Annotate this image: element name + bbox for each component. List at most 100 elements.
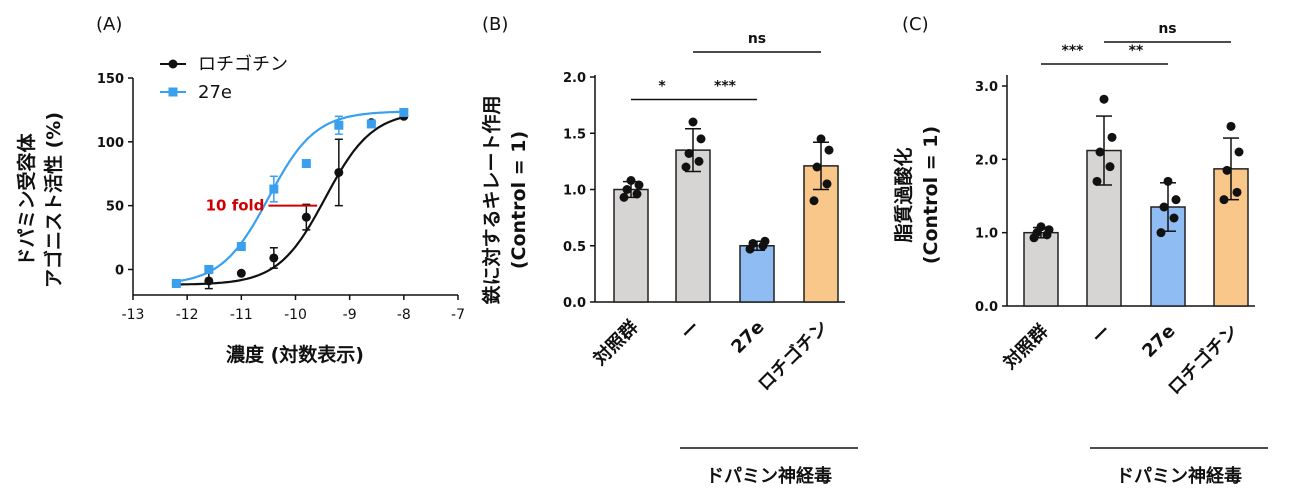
rotigotine-data-point [236,268,246,278]
replicate-point [626,176,636,185]
x-category-label: 対照群 [998,320,1052,374]
replicate-point [694,156,704,166]
replicate-point [1044,225,1054,235]
y-tick-label: 1.0 [975,227,998,242]
x-tick-label: -7 [451,307,465,323]
replicate-point [1107,132,1117,142]
replicate-point [1159,202,1169,212]
significance-label: * [658,79,666,95]
significance-label: ns [748,31,766,47]
bar [739,245,775,303]
panel-a-label: (A) [96,14,122,35]
y-tick-label: 150 [97,72,124,87]
replicate-point [822,179,832,189]
panel-a-x-ticks: -13 -12 -11 -10 -9 -8 -7 [122,295,465,323]
panel-a-data-points [171,107,409,290]
27e-data-point [269,184,279,194]
x-tick-label: -8 [397,307,411,323]
panel-b-y-ticks: 0.0 0.5 1.0 1.5 2.0 [563,71,595,311]
replicate-point [1095,147,1105,157]
bar [675,149,711,303]
replicate-point [1171,195,1181,205]
panel-c-y-ticks: 0.0 1.0 2.0 3.0 [975,80,1007,315]
27e-data-point [399,107,409,117]
x-tick-label: -13 [122,307,145,323]
significance-label: *** [1062,43,1085,59]
replicate-point [1219,195,1229,205]
panel-c-lipid-peroxidation-chart: (C) 脂質過酸化 (Control = 1) 0.01.02.03.0 ***… [892,14,1268,487]
replicate-point [1099,94,1109,104]
x-category-label: ー [1088,321,1116,349]
27e-data-point [204,264,214,274]
replicate-point [1036,222,1046,232]
legend-marker-rotigotine [168,59,178,69]
replicate-point [688,117,698,127]
rotigotine-data-point [334,167,344,177]
replicate-point [1163,176,1173,186]
replicate-point [812,162,822,172]
replicate-point [1105,162,1115,172]
replicate-point [622,185,632,194]
x-tick-label: -11 [230,307,253,323]
panel-b-label: (B) [482,14,508,35]
rotigotine-data-point [301,212,311,222]
panel-c-significance: *** **ns [1041,21,1231,65]
panel-a-ylabel-line1: ドパミン受容体 [15,133,38,267]
bar [613,188,649,303]
rotigotine-fit-curve [176,116,405,286]
panel-b-bars [613,117,839,303]
replicate-point [748,239,758,248]
significance-label: ** [1129,43,1144,59]
panel-b-ylabel-line2: (Control = 1) [508,131,530,269]
significance-label: *** [714,79,737,95]
y-tick-label: 0.5 [563,240,586,255]
x-tick-label: -9 [343,307,357,323]
y-tick-label: 50 [106,200,124,215]
legend-label-rotigotine: ロチゴチン [198,54,288,75]
legend-label-27e: 27e [198,82,232,103]
replicate-point [696,134,706,144]
panel-c-group-label: ドパミン神経毒 [1116,465,1242,487]
replicate-point [809,196,819,206]
y-tick-label: 0.0 [975,300,998,315]
panel-c-x-labels: 対照群ー 27eロチゴチン [998,320,1242,399]
replicate-point [816,134,826,144]
panel-c-ylabel-line2: (Control = 1) [920,126,942,264]
27e-fit-curve [176,110,404,283]
27e-data-point [236,241,246,251]
27e-data-point [301,159,311,169]
27e-data-point [171,279,181,289]
panel-c-ylabel-line1: 脂質過酸化 [892,147,915,242]
replicate-point [681,162,691,172]
x-category-label: 27e [727,317,768,358]
replicate-point [1222,165,1232,175]
panel-b-iron-chelation-chart: (B) 鉄に対するキレート作用 (Control = 1) 0.0 0.5 1.0 1… [480,14,858,487]
panel-a-legend: ロチゴチン 27e [160,54,288,103]
replicate-point [634,180,644,190]
panel-b-ylabel-line1: 鉄に対するキレート作用 [480,95,503,304]
panel-a-xlabel: 濃度 (対数表示) [226,343,364,366]
x-tick-label: -12 [176,307,199,323]
y-tick-label: 0.0 [563,296,586,311]
27e-data-point [334,120,344,130]
replicate-point [760,236,770,246]
y-tick-label: 1.0 [563,184,586,199]
replicate-point [1169,213,1179,223]
panel-b-significance: * ***ns [631,31,821,101]
y-tick-label: 1.5 [563,127,586,142]
replicate-point [1232,187,1242,197]
y-tick-label: 0 [115,263,124,278]
y-tick-label: 100 [97,136,124,151]
rotigotine-data-point [269,253,279,263]
significance-label: ns [1158,21,1176,37]
bar [1023,231,1059,307]
replicate-point [1226,121,1236,131]
x-category-label: 27e [1138,321,1179,362]
y-tick-label: 2.0 [563,71,586,86]
y-tick-label: 3.0 [975,80,998,95]
panel-c-bars [1023,94,1249,307]
replicate-point [824,145,834,155]
panel-a-y-ticks: 0 50 100 150 [97,72,133,278]
rotigotine-data-point [204,276,214,286]
